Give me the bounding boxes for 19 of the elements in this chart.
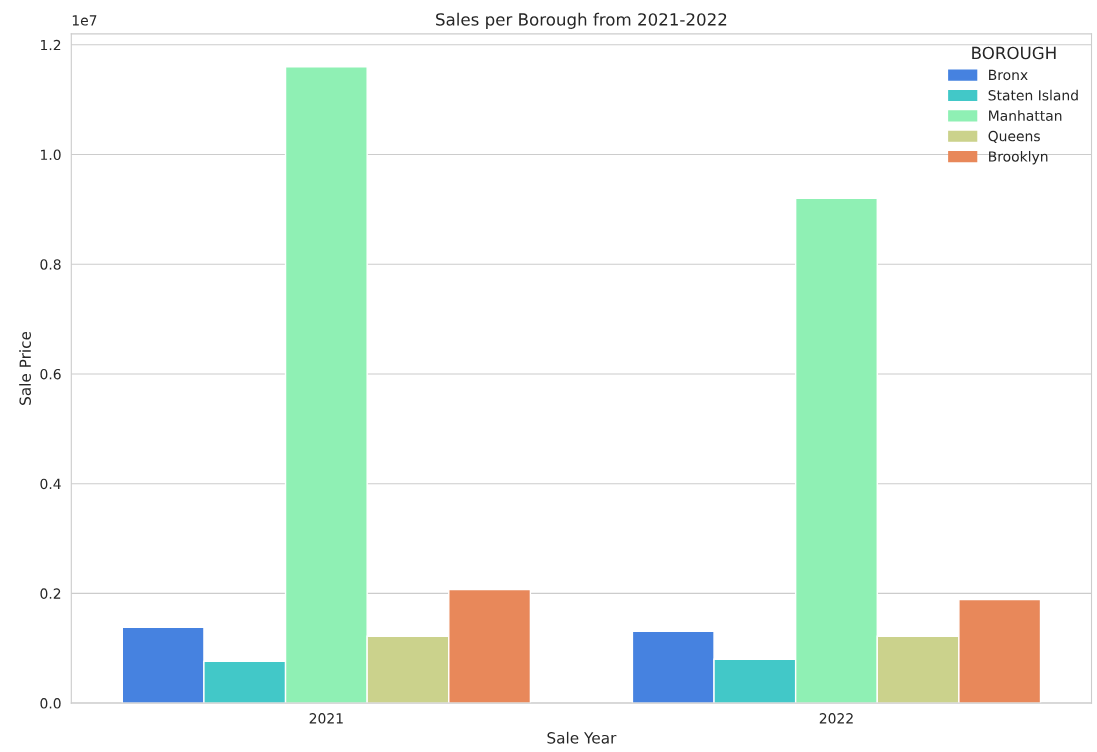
y-tick-label: 0.4 bbox=[40, 478, 61, 490]
y-tick-label: 0.2 bbox=[40, 588, 61, 599]
chart-title: Sales per Borough from 2021-2022 bbox=[436, 12, 727, 29]
text: 1e7 bbox=[72, 15, 97, 26]
x-tick-label: 2022 bbox=[819, 713, 853, 724]
x-axis-title: Sale Year bbox=[547, 731, 617, 744]
legend-label: Bronx bbox=[989, 69, 1028, 81]
y-tick-label: 0.0 bbox=[40, 698, 61, 709]
y-tick-label: 0.6 bbox=[40, 368, 61, 380]
y-tick-label: 0.8 bbox=[40, 259, 61, 270]
y-tick-label: 1.0 bbox=[41, 149, 61, 160]
legend-label: Queens bbox=[988, 130, 1040, 143]
legend-label: Manhattan bbox=[989, 110, 1062, 121]
legend-title: BOROUGH bbox=[972, 46, 1056, 60]
y-tick-label: 1.2 bbox=[41, 39, 61, 51]
y-axis-title: Sale Price bbox=[19, 331, 31, 405]
legend-label: Brooklyn bbox=[989, 150, 1048, 165]
legend-label: Staten Island bbox=[988, 89, 1078, 101]
x-tick-label: 2021 bbox=[309, 713, 343, 724]
